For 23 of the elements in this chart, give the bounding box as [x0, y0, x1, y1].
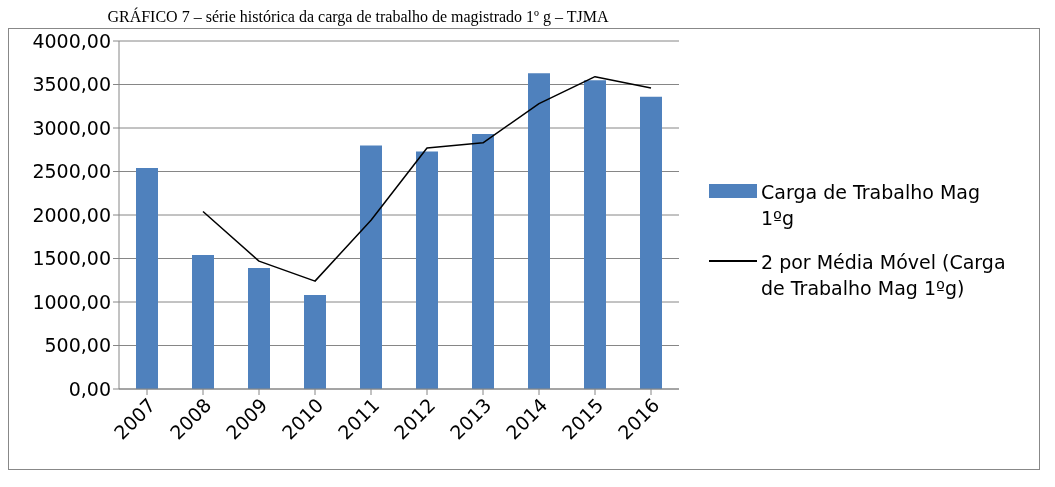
y-tick-label: 500,00: [44, 334, 111, 357]
bar: [248, 268, 270, 389]
y-tick-label: 1500,00: [32, 247, 111, 270]
chart-title: GRÁFICO 7 – série histórica da carga de trabalho de magistrado 1º g – TJMA: [106, 8, 610, 28]
bar: [416, 151, 438, 389]
bar: [528, 73, 550, 389]
line-series: [202, 75, 652, 282]
legend-label: 2 por Média Móvel (Carga de Trabalho Mag 1ºg): [760, 250, 1007, 301]
y-tick-label: 4000,00: [32, 29, 111, 52]
y-tick-label: 1000,00: [32, 290, 111, 313]
y-tick-label: 2000,00: [32, 203, 111, 226]
y-tick-label: 0,00: [68, 377, 111, 400]
bar: [584, 80, 606, 389]
bar: [136, 168, 158, 389]
bar: [192, 255, 214, 389]
bar: [472, 134, 494, 389]
bar: [640, 96, 662, 389]
y-tick-label: 3500,00: [32, 73, 111, 96]
y-tick-label: 3000,00: [32, 116, 111, 139]
bar: [360, 145, 382, 389]
legend-label: Carga de Trabalho Mag 1ºg: [760, 180, 981, 231]
bar: [304, 295, 326, 389]
y-tick-label: 2500,00: [32, 160, 111, 183]
